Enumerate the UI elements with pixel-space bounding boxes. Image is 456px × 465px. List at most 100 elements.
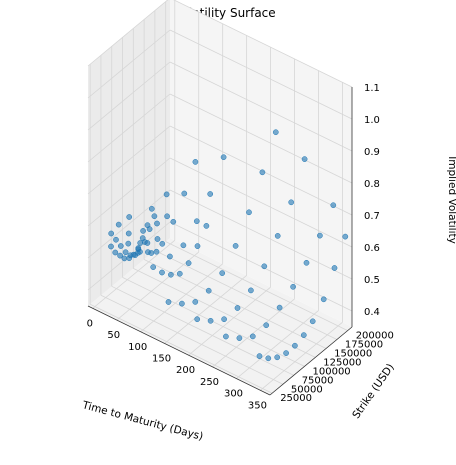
data-point — [274, 354, 281, 361]
data-point — [301, 156, 308, 162]
data-point — [194, 316, 201, 323]
data-point — [288, 199, 295, 206]
data-point — [113, 236, 119, 243]
data-point — [112, 249, 119, 256]
data-point — [317, 232, 323, 239]
grid-line-x — [188, 286, 271, 356]
grid-line-x — [116, 251, 199, 321]
data-point — [246, 209, 252, 216]
data-point — [205, 287, 212, 294]
grid-line-z — [173, 0, 353, 88]
data-point — [159, 240, 166, 247]
data-point — [180, 242, 187, 249]
x-tick-labels: 0 50 100 150 200 250 300 350 — [87, 318, 267, 411]
data-point — [154, 236, 161, 242]
data-point — [283, 350, 289, 356]
data-point — [185, 260, 192, 266]
x-tick-label: 0 — [87, 318, 93, 329]
data-point — [259, 169, 266, 176]
grid-line-z — [87, 61, 171, 131]
data-point — [151, 213, 158, 220]
grid-line-z — [169, 93, 353, 184]
y-tick-label: 150000 — [334, 349, 372, 360]
data-point — [309, 318, 316, 325]
data-point — [223, 333, 229, 340]
y-axis-line — [269, 326, 353, 396]
data-point — [272, 129, 279, 136]
data-point — [135, 246, 142, 253]
data-point — [207, 317, 214, 324]
data-point — [192, 159, 199, 165]
grid-line-z — [87, 189, 171, 259]
data-point — [256, 353, 263, 359]
data-point — [220, 154, 227, 161]
data-point — [127, 252, 134, 259]
grid-line-z — [169, 221, 353, 312]
data-point — [303, 259, 310, 266]
data-point — [137, 240, 144, 246]
data-point — [117, 243, 124, 249]
data-point — [265, 355, 272, 362]
grid-line-y — [154, 250, 338, 340]
grid-line-x — [236, 310, 319, 379]
x-axis-line — [87, 305, 271, 396]
grid-line-z — [87, 0, 169, 67]
y-tick-label: 25000 — [280, 393, 312, 404]
z-tick-label: 0.7 — [364, 211, 380, 222]
data-point — [221, 316, 227, 323]
z-tick-label: 0.8 — [364, 179, 380, 190]
grid-line-y — [100, 294, 284, 385]
y-tick-label: 200000 — [356, 331, 394, 342]
data-point — [203, 223, 210, 229]
data-point — [219, 270, 226, 276]
z-tick-label: 1.1 — [364, 83, 380, 94]
y-axis-label: Strike (USD) — [350, 362, 397, 421]
data-point — [108, 243, 114, 250]
grid-line-z — [169, 61, 353, 152]
data-point — [122, 249, 129, 256]
data-point — [276, 304, 283, 311]
data-point — [126, 214, 133, 220]
data-point — [179, 300, 185, 307]
x-tick-label: 200 — [176, 365, 195, 376]
y-tick-label: 100000 — [313, 366, 351, 377]
data-point — [164, 213, 170, 220]
data-point — [300, 332, 307, 338]
data-point — [181, 190, 188, 197]
y-tick-labels: 2500050000750001000001250001500001750002… — [280, 331, 394, 405]
data-point — [168, 271, 174, 278]
grid-line-y — [165, 241, 348, 331]
data-point — [249, 333, 256, 340]
data-point — [115, 221, 122, 228]
y-tick-label: 50000 — [291, 384, 323, 395]
data-point — [342, 233, 349, 240]
data-point — [234, 305, 241, 311]
grid-line-y — [111, 285, 294, 376]
x-tick-label: 100 — [128, 342, 147, 353]
axis-lines — [87, 87, 353, 396]
x-tick-label: 150 — [152, 354, 171, 365]
data-point — [290, 283, 296, 290]
data-points — [108, 129, 349, 362]
x-tick-label: 300 — [224, 389, 243, 400]
grid-lines — [87, 0, 353, 394]
data-point — [148, 205, 155, 212]
grid-line-x — [212, 298, 295, 368]
data-point — [146, 226, 153, 232]
back-pane — [170, 0, 352, 327]
z-tick-label: 0.4 — [364, 307, 380, 318]
grid-line-z — [87, 157, 171, 227]
y-tick-label: 75000 — [302, 375, 334, 386]
grid-line-z — [87, 125, 171, 195]
grid-line-x — [92, 240, 176, 309]
data-point — [193, 218, 200, 225]
grid-line-y — [89, 303, 273, 394]
x-tick-label: 350 — [248, 400, 267, 411]
grid-line-y — [143, 259, 327, 349]
data-point — [144, 240, 151, 246]
x-axis-label: Time to Maturity (Days) — [80, 399, 204, 443]
data-point — [261, 263, 268, 270]
grid-line-x — [140, 263, 223, 333]
data-point — [274, 233, 281, 239]
